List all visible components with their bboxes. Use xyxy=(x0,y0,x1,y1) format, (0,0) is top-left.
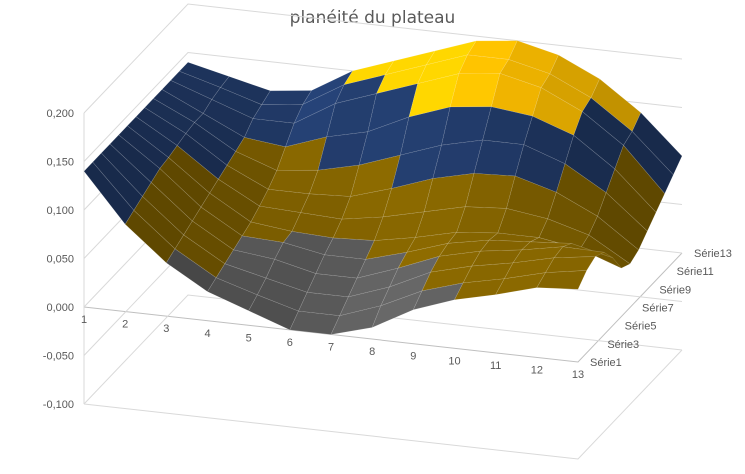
surface-cell xyxy=(289,310,341,335)
gridline xyxy=(83,294,683,405)
x-tick-label: 13 xyxy=(572,369,584,381)
x-tick-label: 9 xyxy=(410,351,416,363)
depth-tick-label: Série5 xyxy=(625,321,657,333)
y-tick-label: 0,150 xyxy=(46,157,74,169)
depth-tick-label: Série3 xyxy=(607,339,639,351)
x-tick-label: 11 xyxy=(490,360,501,372)
zero-plane-edge xyxy=(83,252,683,363)
x-tick-label: 4 xyxy=(204,328,210,340)
x-tick-label: 1 xyxy=(81,314,87,326)
y-tick-label: 0,050 xyxy=(46,254,74,266)
x-tick-label: 12 xyxy=(531,364,543,376)
surface-cell xyxy=(536,270,588,290)
surface-cell xyxy=(597,192,648,251)
depth-tick-label: Série7 xyxy=(642,303,674,315)
y-tick-label: -0,050 xyxy=(43,351,74,363)
depth-tick-label: Série1 xyxy=(590,357,622,369)
x-tick-label: 7 xyxy=(328,342,334,354)
y-tick-label: 0,000 xyxy=(46,302,74,314)
surface-cell xyxy=(614,144,666,213)
floor-edge xyxy=(83,349,683,460)
depth-tick-label: Série11 xyxy=(677,266,714,278)
x-tick-label: 3 xyxy=(163,323,169,335)
y-tick-label: 0,100 xyxy=(46,205,74,217)
depth-tick-label: Série9 xyxy=(659,284,691,296)
x-tick-label: 10 xyxy=(448,355,460,367)
surface-mesh xyxy=(83,40,683,335)
x-tick-label: 5 xyxy=(246,332,252,344)
x-tick-label: 8 xyxy=(369,346,375,358)
x-tick-label: 6 xyxy=(287,337,293,349)
surface-cell xyxy=(579,234,631,269)
depth-tick-label: Série13 xyxy=(694,248,732,260)
y-tick-label: 0,200 xyxy=(46,108,74,120)
chart-title: planéité du plateau xyxy=(289,8,456,28)
x-tick-label: 2 xyxy=(122,319,128,331)
y-tick-label: -0,100 xyxy=(43,399,74,411)
